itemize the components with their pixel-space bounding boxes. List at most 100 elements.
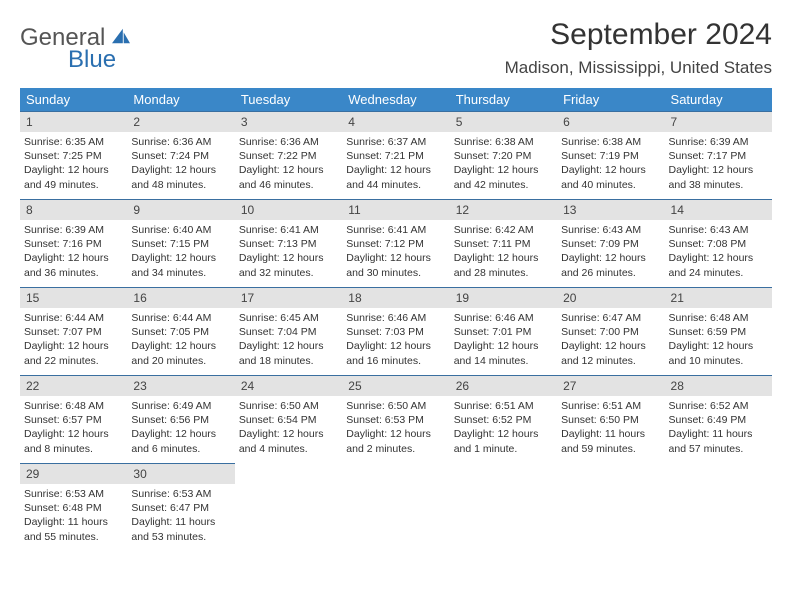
day-header: Wednesday	[342, 88, 449, 112]
calendar-day-cell: 22Sunrise: 6:48 AMSunset: 6:57 PMDayligh…	[20, 376, 127, 464]
day-number: 17	[235, 288, 342, 308]
day-body: Sunrise: 6:44 AMSunset: 7:05 PMDaylight:…	[127, 308, 234, 372]
day-body: Sunrise: 6:53 AMSunset: 6:48 PMDaylight:…	[20, 484, 127, 548]
day-body: Sunrise: 6:43 AMSunset: 7:09 PMDaylight:…	[557, 220, 664, 284]
day-number: 19	[450, 288, 557, 308]
day-body: Sunrise: 6:42 AMSunset: 7:11 PMDaylight:…	[450, 220, 557, 284]
header: General Blue September 2024 Madison, Mis…	[20, 18, 772, 78]
day-body: Sunrise: 6:46 AMSunset: 7:01 PMDaylight:…	[450, 308, 557, 372]
calendar-empty-cell	[557, 464, 664, 552]
day-number: 13	[557, 200, 664, 220]
logo: General Blue	[20, 24, 132, 74]
day-body: Sunrise: 6:52 AMSunset: 6:49 PMDaylight:…	[665, 396, 772, 460]
day-number: 23	[127, 376, 234, 396]
title-block: September 2024 Madison, Mississippi, Uni…	[505, 18, 772, 78]
calendar-day-cell: 28Sunrise: 6:52 AMSunset: 6:49 PMDayligh…	[665, 376, 772, 464]
day-body: Sunrise: 6:43 AMSunset: 7:08 PMDaylight:…	[665, 220, 772, 284]
day-body: Sunrise: 6:40 AMSunset: 7:15 PMDaylight:…	[127, 220, 234, 284]
logo-text-blue: Blue	[68, 46, 132, 74]
location-text: Madison, Mississippi, United States	[505, 58, 772, 78]
calendar-day-cell: 23Sunrise: 6:49 AMSunset: 6:56 PMDayligh…	[127, 376, 234, 464]
day-number: 21	[665, 288, 772, 308]
day-number: 14	[665, 200, 772, 220]
day-number: 30	[127, 464, 234, 484]
day-body: Sunrise: 6:46 AMSunset: 7:03 PMDaylight:…	[342, 308, 449, 372]
calendar-day-cell: 17Sunrise: 6:45 AMSunset: 7:04 PMDayligh…	[235, 288, 342, 376]
day-body: Sunrise: 6:44 AMSunset: 7:07 PMDaylight:…	[20, 308, 127, 372]
calendar-day-cell: 7Sunrise: 6:39 AMSunset: 7:17 PMDaylight…	[665, 112, 772, 200]
day-body: Sunrise: 6:50 AMSunset: 6:53 PMDaylight:…	[342, 396, 449, 460]
day-number: 10	[235, 200, 342, 220]
calendar-day-cell: 18Sunrise: 6:46 AMSunset: 7:03 PMDayligh…	[342, 288, 449, 376]
calendar-day-cell: 4Sunrise: 6:37 AMSunset: 7:21 PMDaylight…	[342, 112, 449, 200]
calendar-day-cell: 11Sunrise: 6:41 AMSunset: 7:12 PMDayligh…	[342, 200, 449, 288]
day-body: Sunrise: 6:37 AMSunset: 7:21 PMDaylight:…	[342, 132, 449, 196]
day-body: Sunrise: 6:51 AMSunset: 6:50 PMDaylight:…	[557, 396, 664, 460]
calendar-empty-cell	[450, 464, 557, 552]
day-body: Sunrise: 6:38 AMSunset: 7:20 PMDaylight:…	[450, 132, 557, 196]
day-body: Sunrise: 6:47 AMSunset: 7:00 PMDaylight:…	[557, 308, 664, 372]
day-body: Sunrise: 6:36 AMSunset: 7:24 PMDaylight:…	[127, 132, 234, 196]
day-body: Sunrise: 6:48 AMSunset: 6:59 PMDaylight:…	[665, 308, 772, 372]
calendar-day-cell: 25Sunrise: 6:50 AMSunset: 6:53 PMDayligh…	[342, 376, 449, 464]
calendar-day-cell: 8Sunrise: 6:39 AMSunset: 7:16 PMDaylight…	[20, 200, 127, 288]
day-number: 27	[557, 376, 664, 396]
calendar-day-cell: 16Sunrise: 6:44 AMSunset: 7:05 PMDayligh…	[127, 288, 234, 376]
day-header: Tuesday	[235, 88, 342, 112]
calendar-day-cell: 26Sunrise: 6:51 AMSunset: 6:52 PMDayligh…	[450, 376, 557, 464]
calendar-empty-cell	[235, 464, 342, 552]
day-body: Sunrise: 6:51 AMSunset: 6:52 PMDaylight:…	[450, 396, 557, 460]
calendar-table: SundayMondayTuesdayWednesdayThursdayFrid…	[20, 88, 772, 552]
calendar-day-cell: 13Sunrise: 6:43 AMSunset: 7:09 PMDayligh…	[557, 200, 664, 288]
day-body: Sunrise: 6:38 AMSunset: 7:19 PMDaylight:…	[557, 132, 664, 196]
calendar-day-cell: 6Sunrise: 6:38 AMSunset: 7:19 PMDaylight…	[557, 112, 664, 200]
day-body: Sunrise: 6:39 AMSunset: 7:17 PMDaylight:…	[665, 132, 772, 196]
day-number: 28	[665, 376, 772, 396]
calendar-week-row: 1Sunrise: 6:35 AMSunset: 7:25 PMDaylight…	[20, 112, 772, 200]
day-body: Sunrise: 6:41 AMSunset: 7:12 PMDaylight:…	[342, 220, 449, 284]
calendar-day-cell: 29Sunrise: 6:53 AMSunset: 6:48 PMDayligh…	[20, 464, 127, 552]
day-body: Sunrise: 6:48 AMSunset: 6:57 PMDaylight:…	[20, 396, 127, 460]
day-header: Saturday	[665, 88, 772, 112]
calendar-day-cell: 12Sunrise: 6:42 AMSunset: 7:11 PMDayligh…	[450, 200, 557, 288]
calendar-day-cell: 20Sunrise: 6:47 AMSunset: 7:00 PMDayligh…	[557, 288, 664, 376]
calendar-week-row: 29Sunrise: 6:53 AMSunset: 6:48 PMDayligh…	[20, 464, 772, 552]
calendar-week-row: 8Sunrise: 6:39 AMSunset: 7:16 PMDaylight…	[20, 200, 772, 288]
day-body: Sunrise: 6:39 AMSunset: 7:16 PMDaylight:…	[20, 220, 127, 284]
day-body: Sunrise: 6:36 AMSunset: 7:22 PMDaylight:…	[235, 132, 342, 196]
day-body: Sunrise: 6:50 AMSunset: 6:54 PMDaylight:…	[235, 396, 342, 460]
day-body: Sunrise: 6:41 AMSunset: 7:13 PMDaylight:…	[235, 220, 342, 284]
calendar-day-cell: 14Sunrise: 6:43 AMSunset: 7:08 PMDayligh…	[665, 200, 772, 288]
day-number: 16	[127, 288, 234, 308]
day-number: 7	[665, 112, 772, 132]
day-header: Sunday	[20, 88, 127, 112]
calendar-day-cell: 10Sunrise: 6:41 AMSunset: 7:13 PMDayligh…	[235, 200, 342, 288]
calendar-week-row: 15Sunrise: 6:44 AMSunset: 7:07 PMDayligh…	[20, 288, 772, 376]
page-title: September 2024	[505, 18, 772, 52]
calendar-day-cell: 2Sunrise: 6:36 AMSunset: 7:24 PMDaylight…	[127, 112, 234, 200]
day-number: 26	[450, 376, 557, 396]
day-number: 25	[342, 376, 449, 396]
day-header: Thursday	[450, 88, 557, 112]
day-number: 3	[235, 112, 342, 132]
calendar-day-cell: 19Sunrise: 6:46 AMSunset: 7:01 PMDayligh…	[450, 288, 557, 376]
day-number: 15	[20, 288, 127, 308]
calendar-day-cell: 30Sunrise: 6:53 AMSunset: 6:47 PMDayligh…	[127, 464, 234, 552]
day-number: 29	[20, 464, 127, 484]
day-body: Sunrise: 6:49 AMSunset: 6:56 PMDaylight:…	[127, 396, 234, 460]
calendar-day-cell: 3Sunrise: 6:36 AMSunset: 7:22 PMDaylight…	[235, 112, 342, 200]
day-number: 24	[235, 376, 342, 396]
calendar-empty-cell	[665, 464, 772, 552]
day-number: 8	[20, 200, 127, 220]
day-header: Monday	[127, 88, 234, 112]
day-number: 18	[342, 288, 449, 308]
calendar-day-cell: 24Sunrise: 6:50 AMSunset: 6:54 PMDayligh…	[235, 376, 342, 464]
day-number: 6	[557, 112, 664, 132]
day-number: 1	[20, 112, 127, 132]
day-body: Sunrise: 6:35 AMSunset: 7:25 PMDaylight:…	[20, 132, 127, 196]
day-number: 22	[20, 376, 127, 396]
calendar-day-cell: 1Sunrise: 6:35 AMSunset: 7:25 PMDaylight…	[20, 112, 127, 200]
calendar-day-cell: 27Sunrise: 6:51 AMSunset: 6:50 PMDayligh…	[557, 376, 664, 464]
calendar-week-row: 22Sunrise: 6:48 AMSunset: 6:57 PMDayligh…	[20, 376, 772, 464]
day-number: 9	[127, 200, 234, 220]
